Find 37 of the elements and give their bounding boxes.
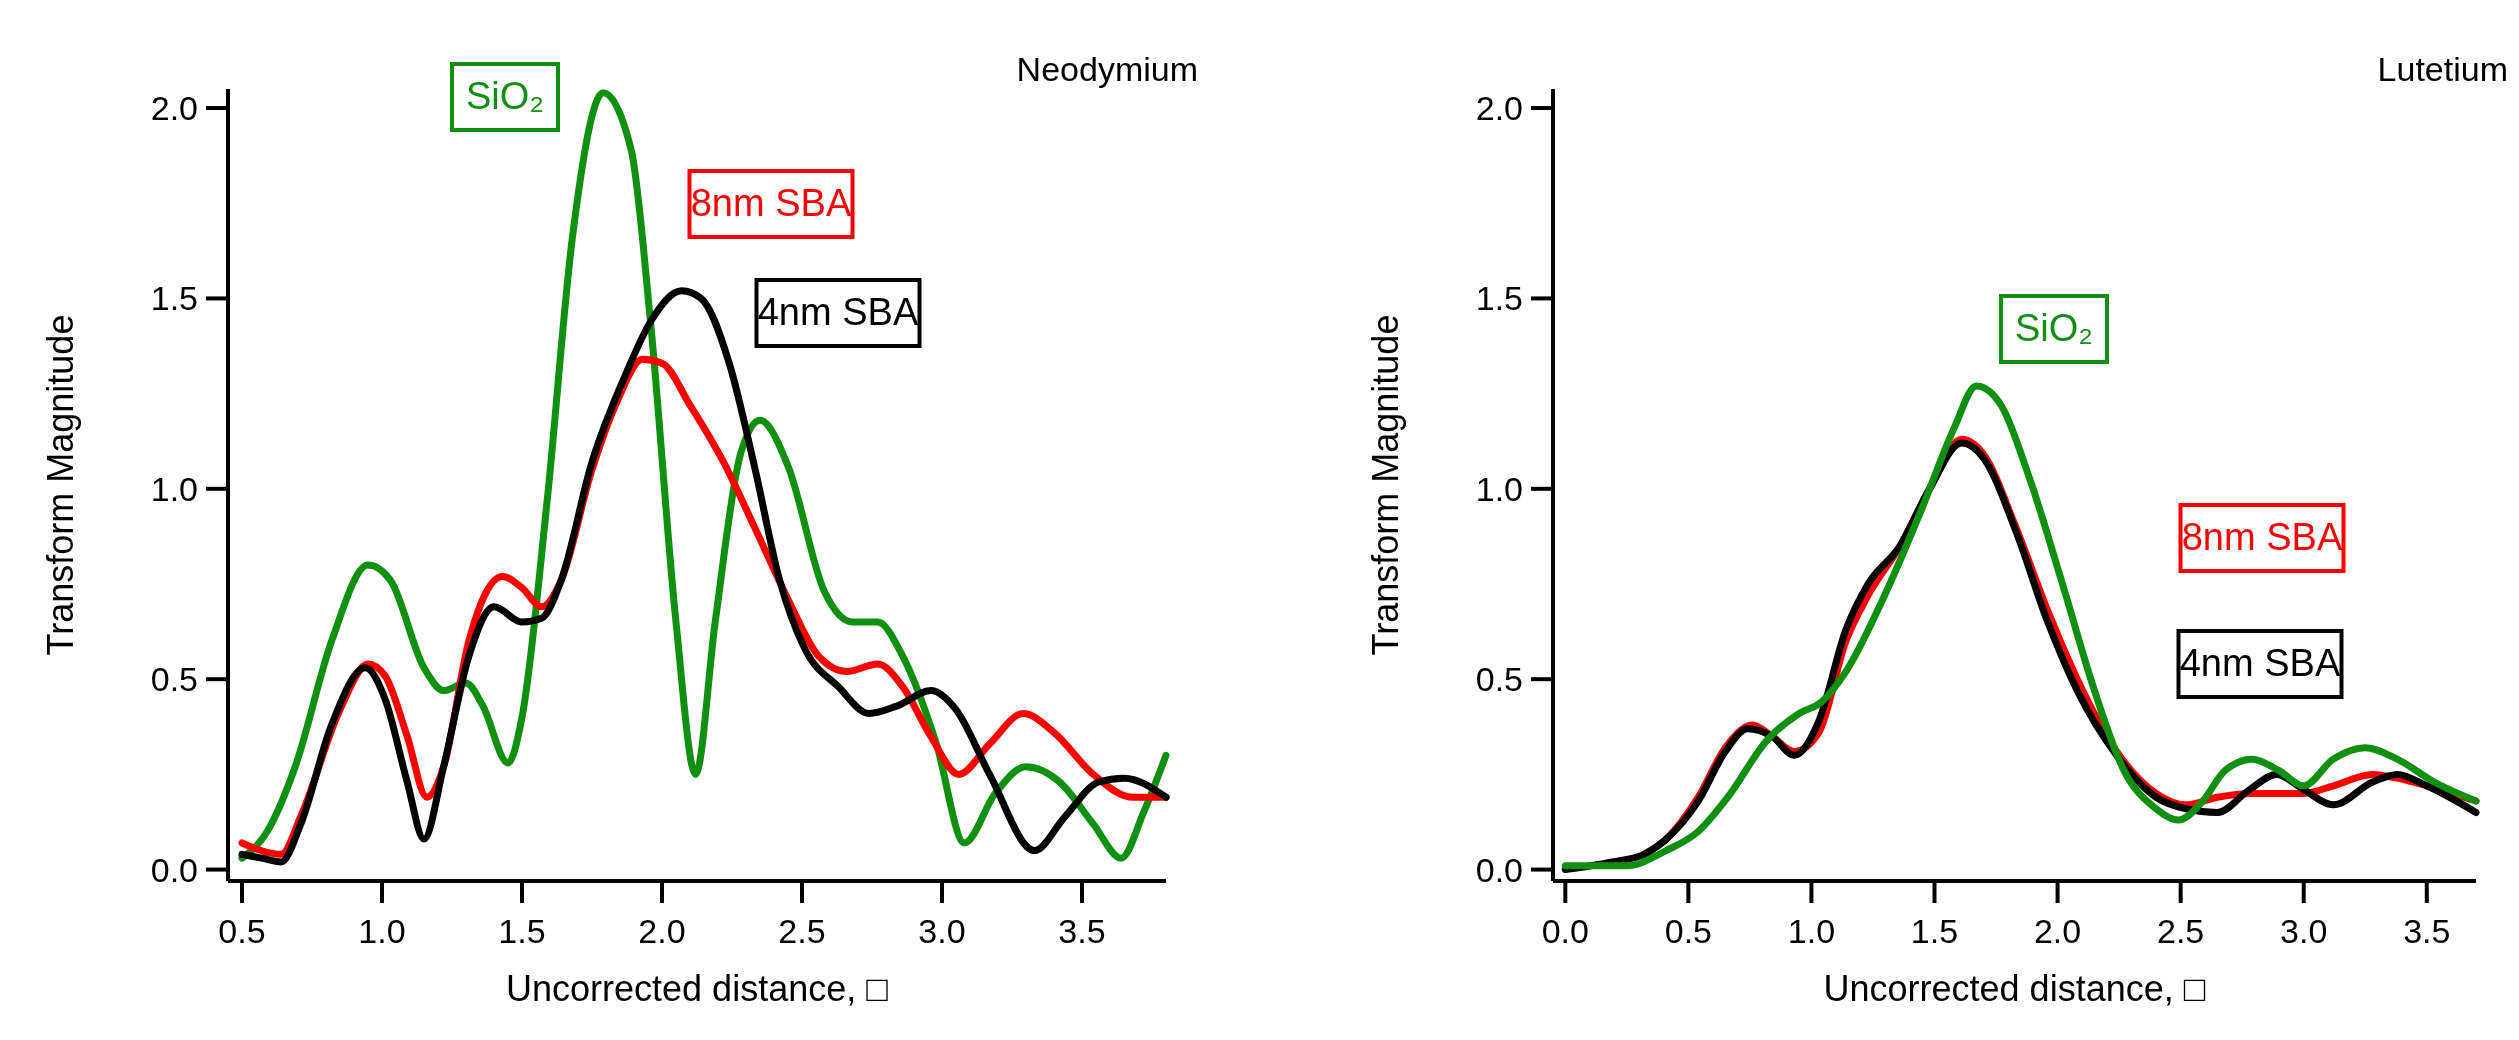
x-axis-title: Uncorrected distance, □ [506,968,889,1009]
y-tick-label: 0.0 [150,850,198,889]
x-tick-label: 2.0 [638,912,686,950]
x-tick-label: 1.5 [498,912,546,950]
x-tick-label: 0.5 [1664,912,1713,950]
x-tick-label: 2.0 [2033,912,2082,950]
text: 4nm SBA [2179,642,2341,684]
y-tick-label: 1.5 [1475,279,1523,318]
y-tick-label: 0.5 [150,660,198,699]
y-tick-label: 2.0 [150,89,198,128]
series-label: 4nm SBA [757,291,919,333]
x-tick-label: 3.5 [1058,912,1106,950]
x-tick-label: 3.0 [2280,912,2328,950]
x-tick-label: 2.5 [2157,912,2205,950]
y-tick-label: 1.0 [1475,469,1523,508]
text: 8nm SBA [2181,516,2343,558]
series-label: SiO₂ [465,75,545,117]
x-tick-label: 1.0 [358,912,406,950]
y-axis-title: Transform Magnitude [1365,314,1406,656]
x-axis-title: Uncorrected distance, □ [1823,968,2206,1009]
x-tick-label: 3.5 [2403,912,2451,950]
x-tick-label: 1.0 [1787,912,1836,950]
x-tick-label: 3.0 [918,912,966,950]
chart-title: Lutetium [2377,50,2508,88]
series-label: SiO₂ [2014,307,2094,349]
text: 8nm SBA [690,182,852,224]
x-tick-label: 0.0 [1541,912,1589,950]
y-tick-label: 1.5 [150,279,198,318]
x-tick-label: 2.5 [778,912,826,950]
chart-title: Neodymium [1016,50,1198,88]
y-tick-label: 0.0 [1475,850,1523,889]
x-tick-label: 0.5 [218,912,266,950]
y-tick-label: 2.0 [1475,89,1523,128]
y-axis-title: Transform Magnitude [40,314,81,656]
x-tick-label: 1.5 [1910,912,1959,950]
y-tick-label: 0.5 [1475,660,1523,699]
y-tick-label: 1.0 [150,469,198,508]
